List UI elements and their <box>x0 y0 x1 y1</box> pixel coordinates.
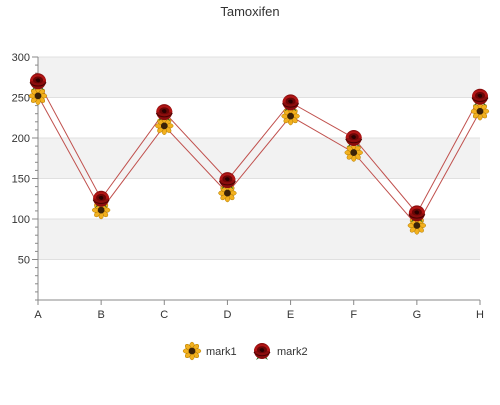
legend-label-mark2: mark2 <box>277 346 308 358</box>
x-tick-label: G <box>413 309 422 321</box>
grid-band <box>38 97 480 138</box>
mark1-point-A <box>28 86 48 106</box>
x-tick-label: E <box>287 309 294 321</box>
chart-title: Tamoxifen <box>220 4 279 19</box>
y-tick-label: 100 <box>12 214 30 226</box>
series-line-mark1 <box>37 95 481 227</box>
x-tick-label: F <box>350 309 357 321</box>
mark1-point-H <box>470 101 490 121</box>
y-tick-label: 50 <box>18 255 30 267</box>
grid-band <box>38 219 480 260</box>
rose-icon <box>253 342 271 361</box>
y-tick-label: 250 <box>12 93 30 105</box>
series-line-mark2 <box>37 81 481 215</box>
grid-band <box>38 57 480 98</box>
grid-band <box>38 178 480 219</box>
sunflower-icon <box>182 341 202 361</box>
grid-band <box>38 138 480 179</box>
y-tick-label: 300 <box>12 52 30 64</box>
x-tick-label: C <box>160 309 168 321</box>
grid-band <box>38 259 480 300</box>
y-tick-label: 150 <box>12 174 30 186</box>
x-tick-label: D <box>223 309 231 321</box>
x-tick-label: H <box>476 309 484 321</box>
y-tick-label: 200 <box>12 133 30 145</box>
x-tick-label: A <box>34 309 42 321</box>
x-tick-label: B <box>97 309 104 321</box>
legend-label-mark1: mark1 <box>206 346 237 358</box>
mark1-point-F <box>344 143 364 162</box>
